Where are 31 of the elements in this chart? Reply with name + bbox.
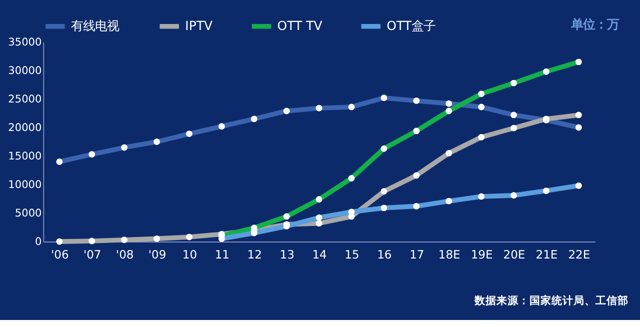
y-tick-label: 30000: [8, 64, 42, 77]
y-tick-label: 25000: [8, 93, 42, 106]
x-tick-label: 22E: [568, 247, 590, 262]
x-tick-label: 11: [214, 247, 230, 262]
legend-label: OTT TV: [277, 18, 323, 34]
x-tick-label: '08: [116, 247, 134, 262]
x-tick-label: 14: [312, 247, 327, 262]
y-tick-label: 5000: [14, 207, 42, 220]
y-tick-label: 15000: [8, 150, 42, 162]
text: 单位：万: [570, 16, 619, 32]
y-tick-label: 35000: [8, 36, 42, 48]
x-tick-label: 18E: [438, 247, 460, 262]
x-tick-label: 20E: [503, 247, 526, 262]
x-tick-label: '09: [148, 247, 166, 262]
y-tick-label: 0: [35, 236, 42, 248]
x-tick-label: '07: [83, 247, 102, 262]
x-tick-label: 19E: [470, 247, 493, 262]
x-tick-label: 17: [410, 247, 424, 262]
x-tick-label: 12: [247, 247, 262, 262]
legend-label: 有线电视: [71, 18, 120, 34]
legend-label: OTT盒子: [386, 18, 436, 34]
x-tick-label: 16: [377, 247, 392, 262]
source-note: 数据来源：国家统计局、工信部: [473, 294, 628, 307]
x-tick-label: '06: [50, 247, 69, 262]
y-tick-label: 10000: [8, 178, 42, 191]
y-tick-label: 20000: [8, 122, 42, 134]
x-tick-label: 13: [280, 247, 294, 262]
x-tick-label: 15: [344, 247, 360, 262]
x-tick-label: 21E: [536, 247, 558, 262]
legend-label: IPTV: [185, 18, 213, 34]
x-tick-label: 10: [182, 247, 198, 262]
